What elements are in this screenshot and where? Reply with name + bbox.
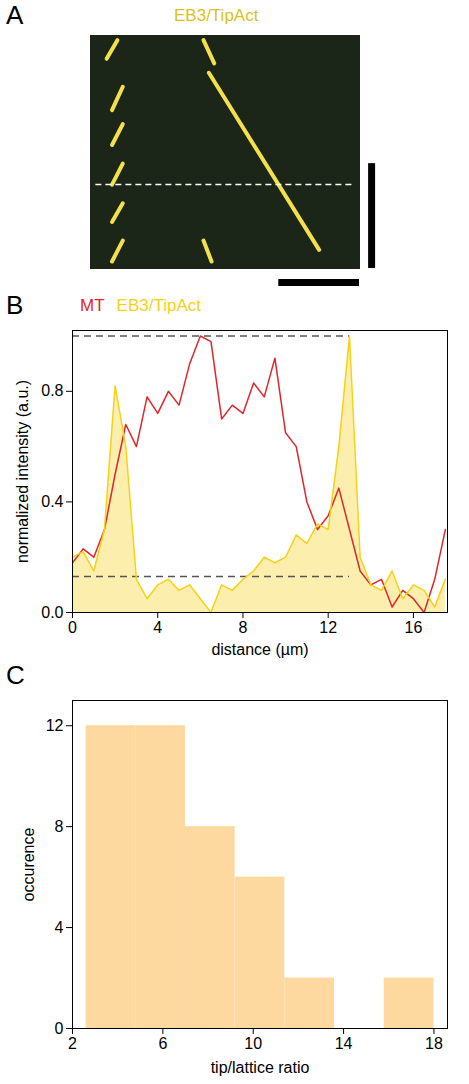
html-text:EB3/TipAct: EB3/TipAct bbox=[174, 6, 259, 25]
svg-text:4: 4 bbox=[153, 619, 162, 636]
svg-text:6: 6 bbox=[158, 1035, 167, 1052]
svg-text:occurence: occurence bbox=[20, 827, 37, 901]
svg-text:0.8: 0.8 bbox=[41, 382, 63, 399]
svg-text:16: 16 bbox=[405, 619, 423, 636]
svg-text:0.0: 0.0 bbox=[41, 604, 63, 621]
svg-text:0: 0 bbox=[68, 619, 77, 636]
svg-text:4: 4 bbox=[55, 919, 64, 936]
svg-text:8: 8 bbox=[239, 619, 248, 636]
svg-text:tip/lattice ratio: tip/lattice ratio bbox=[211, 1059, 310, 1076]
svg-text:0: 0 bbox=[55, 1020, 64, 1037]
svg-text:normalized intensity (a.u.): normalized intensity (a.u.) bbox=[14, 380, 31, 563]
html-text:MT: MT bbox=[80, 296, 105, 315]
svg-text:12: 12 bbox=[46, 717, 64, 734]
html-text:A: A bbox=[6, 0, 24, 30]
html-text:C: C bbox=[6, 660, 25, 690]
svg-text:0.4: 0.4 bbox=[41, 493, 63, 510]
svg-text:14: 14 bbox=[335, 1035, 353, 1052]
svg-text:2: 2 bbox=[68, 1035, 77, 1052]
svg-text:12: 12 bbox=[319, 619, 337, 636]
svg-text:18: 18 bbox=[425, 1035, 443, 1052]
html-text:EB3/TipAct: EB3/TipAct bbox=[116, 296, 201, 315]
svg-text:distance (µm): distance (µm) bbox=[211, 641, 308, 658]
html-text:B: B bbox=[6, 290, 24, 320]
svg-text:10: 10 bbox=[244, 1035, 262, 1052]
svg-text:8: 8 bbox=[55, 818, 64, 835]
